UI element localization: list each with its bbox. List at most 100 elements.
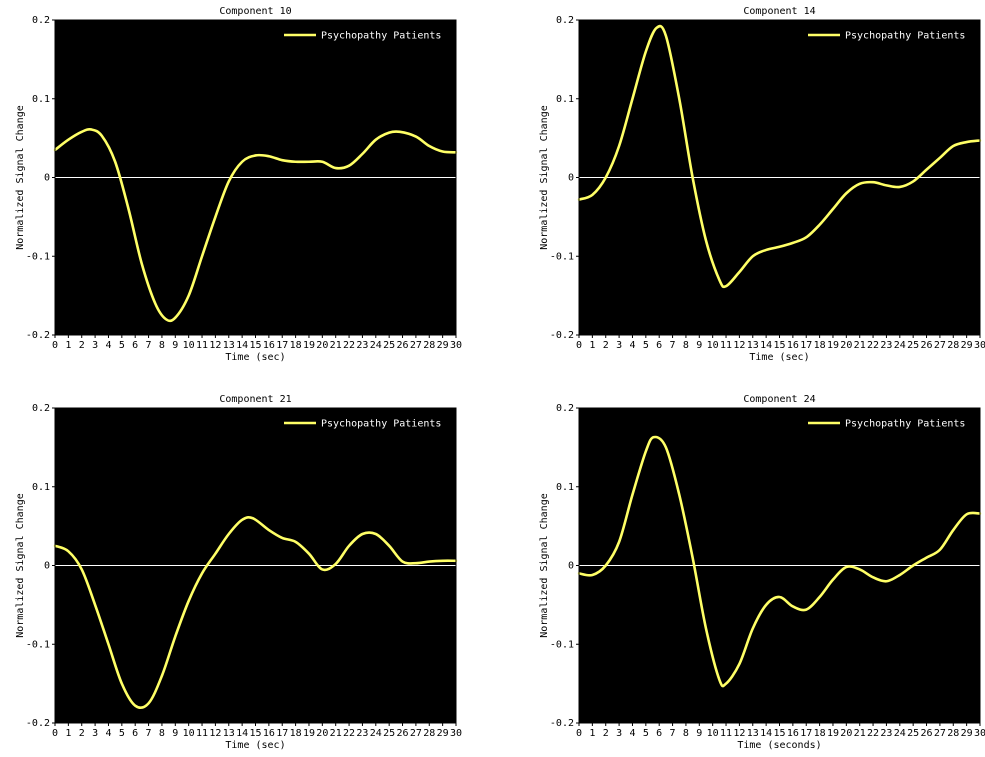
plot-frame (54, 19, 457, 336)
x-tick-label: 24 (370, 340, 382, 351)
x-tick-label: 18 (814, 340, 826, 351)
legend-label: Psychopathy Patients (845, 419, 965, 430)
y-tick-label: -0.2 (550, 330, 574, 341)
x-tick-label: 28 (947, 340, 959, 351)
x-tick-label: 13 (223, 340, 235, 351)
x-tick-label: 22 (343, 728, 355, 739)
x-tick-label: 24 (894, 340, 906, 351)
x-tick-label: 25 (383, 728, 395, 739)
x-tick-label: 23 (880, 728, 892, 739)
y-tick-label: 0.1 (556, 482, 574, 493)
x-tick-label: 5 (119, 728, 125, 739)
x-tick-label: 17 (276, 340, 288, 351)
y-axis-label: Normalized Signal Change (15, 105, 26, 250)
x-tick-label: 25 (907, 340, 919, 351)
x-tick-label: 28 (423, 340, 435, 351)
x-tick-label: 5 (643, 728, 649, 739)
x-tick-label: 23 (356, 340, 368, 351)
legend-label: Psychopathy Patients (321, 419, 441, 430)
x-tick-label: 10 (707, 340, 719, 351)
y-tick-label: 0 (44, 173, 50, 184)
x-tick-label: 15 (249, 340, 261, 351)
x-tick-label: 26 (397, 728, 409, 739)
x-tick-label: 12 (209, 340, 221, 351)
x-tick-label: 16 (787, 340, 799, 351)
x-tick-label: 2 (603, 340, 609, 351)
x-tick-label: 21 (330, 728, 342, 739)
x-tick-label: 11 (196, 728, 208, 739)
x-tick-label: 3 (92, 728, 98, 739)
chart-title: Component 10 (219, 6, 291, 17)
x-tick-label: 10 (707, 728, 719, 739)
y-tick-label: 0.2 (32, 403, 50, 414)
x-tick-label: 5 (643, 340, 649, 351)
x-tick-label: 16 (263, 340, 275, 351)
x-tick-label: 14 (236, 728, 248, 739)
x-tick-label: 10 (183, 728, 195, 739)
y-tick-label: -0.2 (26, 718, 50, 729)
x-tick-label: 3 (616, 728, 622, 739)
x-tick-label: 8 (683, 340, 689, 351)
x-tick-label: 20 (840, 728, 852, 739)
x-tick-label: 23 (880, 340, 892, 351)
x-tick-label: 5 (119, 340, 125, 351)
x-tick-label: 29 (961, 340, 973, 351)
plot-frame (578, 407, 981, 724)
x-tick-label: 13 (747, 340, 759, 351)
x-tick-label: 13 (747, 728, 759, 739)
x-tick-label: 14 (760, 340, 772, 351)
chart-panel: Component 14-0.2-0.100.10.20 1 2 3 4 5 6 7 8 9 10 1… (539, 6, 985, 363)
y-axis-label: Normalized Signal Change (15, 493, 26, 638)
x-tick-label: 27 (934, 340, 946, 351)
x-tick-label: 12 (209, 728, 221, 739)
x-tick-label: 26 (921, 340, 933, 351)
x-tick-label: 17 (276, 728, 288, 739)
x-tick-label: 30 (450, 340, 462, 351)
plot-frame (54, 407, 457, 724)
x-tick-label: 12 (733, 728, 745, 739)
x-tick-label: 20 (840, 340, 852, 351)
x-tick-label: 27 (934, 728, 946, 739)
x-tick-label: 29 (437, 728, 449, 739)
x-tick-label: 12 (733, 340, 745, 351)
y-tick-label: 0.2 (32, 15, 50, 26)
y-tick-label: 0.1 (32, 94, 50, 105)
x-tick-label: 30 (974, 340, 985, 351)
x-tick-label: 19 (827, 728, 839, 739)
x-tick-label: 19 (303, 728, 315, 739)
x-tick-label: 21 (330, 340, 342, 351)
x-tick-label: 0 (576, 728, 582, 739)
x-tick-label: 29 (437, 340, 449, 351)
x-tick-label: 14 (236, 340, 248, 351)
x-tick-label: 10 (183, 340, 195, 351)
chart-title: Component 21 (219, 394, 291, 405)
chart-panel: Component 21-0.2-0.100.10.20 1 2 3 4 5 6 7 8 9 10 1… (15, 394, 462, 751)
x-tick-label: 13 (223, 728, 235, 739)
x-tick-label: 3 (92, 340, 98, 351)
x-tick-label: 9 (172, 340, 178, 351)
x-tick-label: 29 (961, 728, 973, 739)
x-tick-label: 0 (52, 340, 58, 351)
x-axis-label: Time (seconds) (737, 740, 821, 751)
x-tick-label: 22 (867, 340, 879, 351)
x-tick-label: 4 (105, 340, 111, 351)
x-tick-label: 6 (656, 340, 662, 351)
x-tick-label: 7 (670, 340, 676, 351)
x-tick-label: 4 (105, 728, 111, 739)
x-tick-label: 8 (683, 728, 689, 739)
x-tick-label: 19 (827, 340, 839, 351)
x-tick-label: 0 (576, 340, 582, 351)
x-tick-label: 20 (316, 340, 328, 351)
chart-title: Component 14 (743, 6, 815, 17)
x-tick-label: 8 (159, 728, 165, 739)
y-tick-label: 0.1 (32, 482, 50, 493)
x-tick-label: 26 (397, 340, 409, 351)
x-tick-label: 21 (854, 340, 866, 351)
x-tick-label: 7 (670, 728, 676, 739)
y-tick-label: -0.2 (26, 330, 50, 341)
x-tick-label: 25 (907, 728, 919, 739)
x-tick-label: 8 (159, 340, 165, 351)
x-tick-label: 4 (629, 728, 635, 739)
y-axis-label: Normalized Signal Change (539, 493, 550, 638)
